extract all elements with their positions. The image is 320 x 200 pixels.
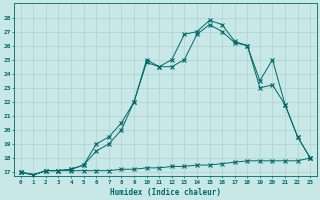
X-axis label: Humidex (Indice chaleur): Humidex (Indice chaleur): [110, 188, 221, 197]
